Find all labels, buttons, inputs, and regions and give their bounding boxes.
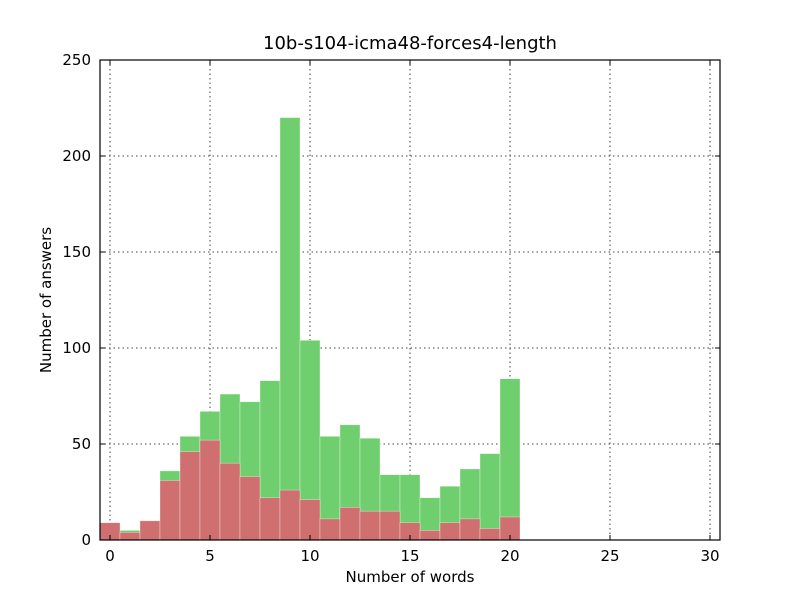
total-bar (279, 117, 301, 541)
subset-bar (319, 518, 341, 541)
y-tick-label: 200 (62, 147, 91, 165)
x-tick-label: 20 (500, 547, 519, 565)
total-bar (499, 378, 521, 541)
subset-bar (419, 530, 441, 541)
subset-bar (299, 499, 321, 541)
subset-bar (239, 476, 261, 541)
y-axis-label: Number of answers (37, 227, 55, 373)
subset-bar (359, 510, 381, 541)
subset-bar (459, 518, 481, 541)
subset-bar (139, 520, 161, 541)
subset-bar (339, 507, 361, 541)
x-axis-label: Number of words (346, 568, 475, 586)
subset-bar (479, 528, 501, 541)
subset-bar (259, 497, 281, 541)
x-tick-label: 15 (400, 547, 419, 565)
x-tick-label: 0 (105, 547, 115, 565)
subset-bar (159, 480, 181, 541)
y-tick-label: 250 (62, 51, 91, 69)
y-tick-label: 150 (62, 243, 91, 261)
x-tick-label: 25 (600, 547, 619, 565)
x-tick-label: 5 (205, 547, 215, 565)
subset-bar (219, 462, 241, 541)
x-tick-label: 10 (300, 547, 319, 565)
chart-title: 10b-s104-icma48-forces4-length (263, 33, 557, 54)
y-tick-label: 50 (72, 435, 91, 453)
subset-bar (119, 532, 141, 541)
plot-frame (99, 59, 721, 541)
subset-bar (279, 489, 301, 541)
subset-bar (179, 451, 201, 541)
x-tick-labels: 0 5 10 15 20 25 30 (105, 547, 719, 565)
subset-bar (439, 522, 461, 541)
grid (100, 59, 720, 541)
y-tick-labels: 0 50 100 150 200 250 (62, 51, 91, 549)
x-tick-label: 30 (700, 547, 719, 565)
subset-bar (199, 439, 221, 541)
subset-bars (99, 439, 521, 541)
y-tick-label: 0 (81, 531, 91, 549)
subset-bar (379, 510, 401, 541)
total-bar (479, 453, 501, 541)
y-tick-label: 100 (62, 339, 91, 357)
